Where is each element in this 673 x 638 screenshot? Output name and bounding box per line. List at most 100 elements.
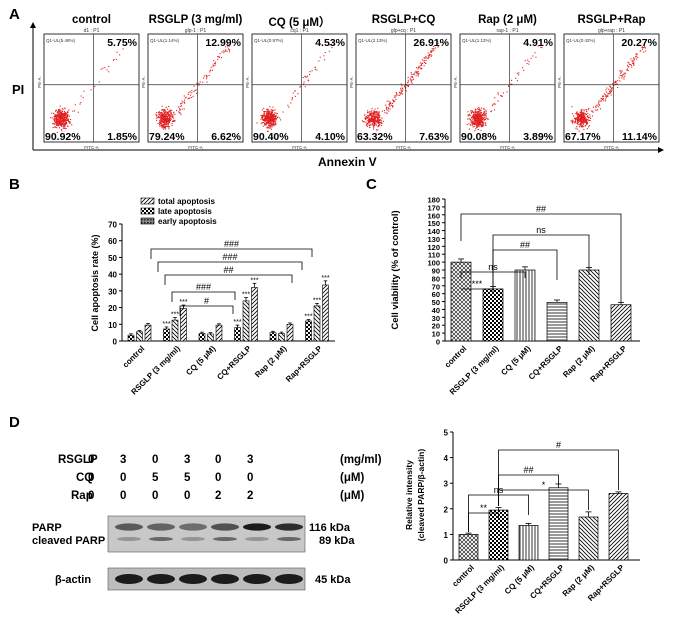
significance-bracket: # (179, 296, 234, 316)
cell-viability-chart: 0102030405060708090100110120130140150160… (390, 196, 640, 397)
apoptosis-rate-chart: 0 10 20 30 40 50 60 70 Cell apoptosis rate (%) **… (90, 197, 335, 397)
bar-late-apoptosis (278, 333, 285, 342)
flow-dots (361, 40, 439, 131)
significance-label: ## (523, 465, 533, 475)
y-axis-title: Relative intensity (404, 460, 414, 530)
x-category-label: control (443, 344, 469, 370)
flow-plot-1: Q1-UL(1.14%) glp-1 : P1 12.99% 79.24% 6.62% F… (141, 28, 244, 150)
viability-bar (546, 301, 568, 342)
flow-plot-title: Rap (2 μM) (478, 14, 537, 26)
quadrant-ll-value: 90.92% (45, 131, 81, 143)
actin-band (275, 574, 303, 584)
viability-bar (610, 304, 632, 342)
significance-bracket: ### (150, 239, 313, 259)
quadrant-lr-value: 11.14% (622, 131, 658, 143)
treatment-dose: 5 (152, 472, 159, 484)
treatment-dose: 0 (215, 472, 222, 484)
treatment-dose: 0 (247, 472, 254, 484)
actin-band (115, 574, 143, 584)
y-tick-label: 50 (432, 298, 440, 307)
star-label: *** (304, 314, 312, 321)
treatment-dose: 3 (120, 454, 127, 466)
significance-label: ## (223, 265, 233, 275)
viability-bar (514, 269, 536, 342)
panel-letter-b: B (9, 176, 20, 193)
relative-intensity-chart: 0 1 2 3 4 5 Relative intensity (cleaved PARP/β-… (404, 429, 640, 616)
x-category-label: control (450, 563, 476, 589)
y-tick-label: 150 (427, 219, 440, 228)
plot-tag: cq1 : P1 (290, 28, 309, 34)
significance-label: ### (196, 282, 211, 292)
parp-band (147, 523, 175, 531)
plot-tag: glp+rap : P1 (598, 28, 625, 34)
treatment-dose: 0 (184, 490, 191, 502)
star-label: *** (171, 312, 179, 319)
x-category-label: CQ+RSGLP (527, 344, 565, 382)
parp-band (211, 523, 239, 531)
annexin-axis-label: Annexin V (318, 155, 377, 169)
treatment-dose: 0 (88, 490, 95, 502)
actin-band (243, 574, 271, 584)
bar-late-apoptosis (136, 331, 143, 342)
y-tick-label: 120 (427, 243, 440, 252)
y-axis-title: (cleaved PARP/β-actin) (416, 449, 426, 542)
bar-total-apoptosis (144, 324, 152, 342)
cleaved-parp-band (213, 537, 237, 541)
y-tick-label: 60 (108, 237, 117, 246)
cleaved-parp-band (149, 537, 173, 541)
quadrant-lr-value: 6.62% (211, 131, 241, 143)
bar-early-apoptosis (269, 332, 277, 342)
y-tick-label: 10 (108, 321, 117, 330)
y-tick-label: 70 (432, 282, 440, 291)
bar-total-apoptosis (180, 308, 187, 342)
parp-label: PARP (32, 522, 62, 534)
blot-labels: PARP cleaved PARP (32, 522, 105, 548)
plot-y-axis-label: PE-A (453, 77, 458, 88)
intensity-bar (458, 534, 479, 561)
significance-label: ## (536, 204, 546, 214)
panel-letter-a: A (9, 6, 20, 23)
treatment-name: CQ (76, 472, 94, 484)
bar-late-apoptosis (207, 333, 214, 342)
quadrant-lr-value: 3.89% (523, 131, 553, 143)
y-tick-label: 0 (436, 338, 440, 347)
treatment-dose: 0 (120, 472, 127, 484)
quadrant-ul-label: Q1-UL(0.42%) (566, 38, 596, 43)
quadrant-ur-value: 5.75% (107, 37, 137, 49)
bar-early-apoptosis (198, 333, 206, 342)
quadrant-ll-value: 79.24% (149, 131, 185, 143)
star-label: *** (313, 297, 321, 304)
y-tick-label: 50 (108, 254, 117, 263)
plot-tag: glp+cq : P1 (391, 28, 416, 34)
bar-late-apoptosis (242, 300, 250, 342)
y-tick-label: 110 (428, 251, 440, 260)
y-tick-label: 140 (427, 227, 440, 236)
quadrant-ul-label: Q1-UL(0.97%) (254, 38, 284, 43)
significance-label: # (204, 296, 209, 306)
plot-y-axis-label: PE-A (37, 77, 42, 88)
cleaved-parp-label: cleaved PARP (32, 535, 106, 547)
intensity-bar (608, 493, 629, 561)
significance-label: ** (480, 503, 488, 513)
quadrant-ul-label: Q1-UL(1.14%) (150, 38, 180, 43)
cleaved-parp-band (277, 537, 301, 541)
flow-dots (466, 44, 544, 132)
y-axis-title: Cell viability (% of control) (390, 210, 401, 329)
flow-plot-title: CQ (5 μM） (268, 17, 331, 29)
panel-letter-c: C (366, 176, 377, 193)
quadrant-ul-label: Q1-UL(5.48%) (46, 38, 76, 43)
y-tick-label: 170 (427, 203, 440, 212)
intensity-bar (548, 487, 569, 561)
parp-size: 116 kDa (309, 522, 350, 534)
quadrant-ul-label: Q1-UL(2.13%) (358, 38, 388, 43)
y-tick-label: 160 (427, 211, 440, 220)
y-tick-label: 1 (444, 531, 449, 540)
treatment-dose: 5 (184, 472, 191, 484)
actin-size: 45 kDa (315, 574, 351, 586)
y-tick-label: 180 (427, 196, 440, 205)
x-category-label: CQ+RSGLP (215, 344, 253, 382)
treatment-dose: 0 (152, 490, 159, 502)
y-tick-label: 3 (444, 480, 449, 489)
